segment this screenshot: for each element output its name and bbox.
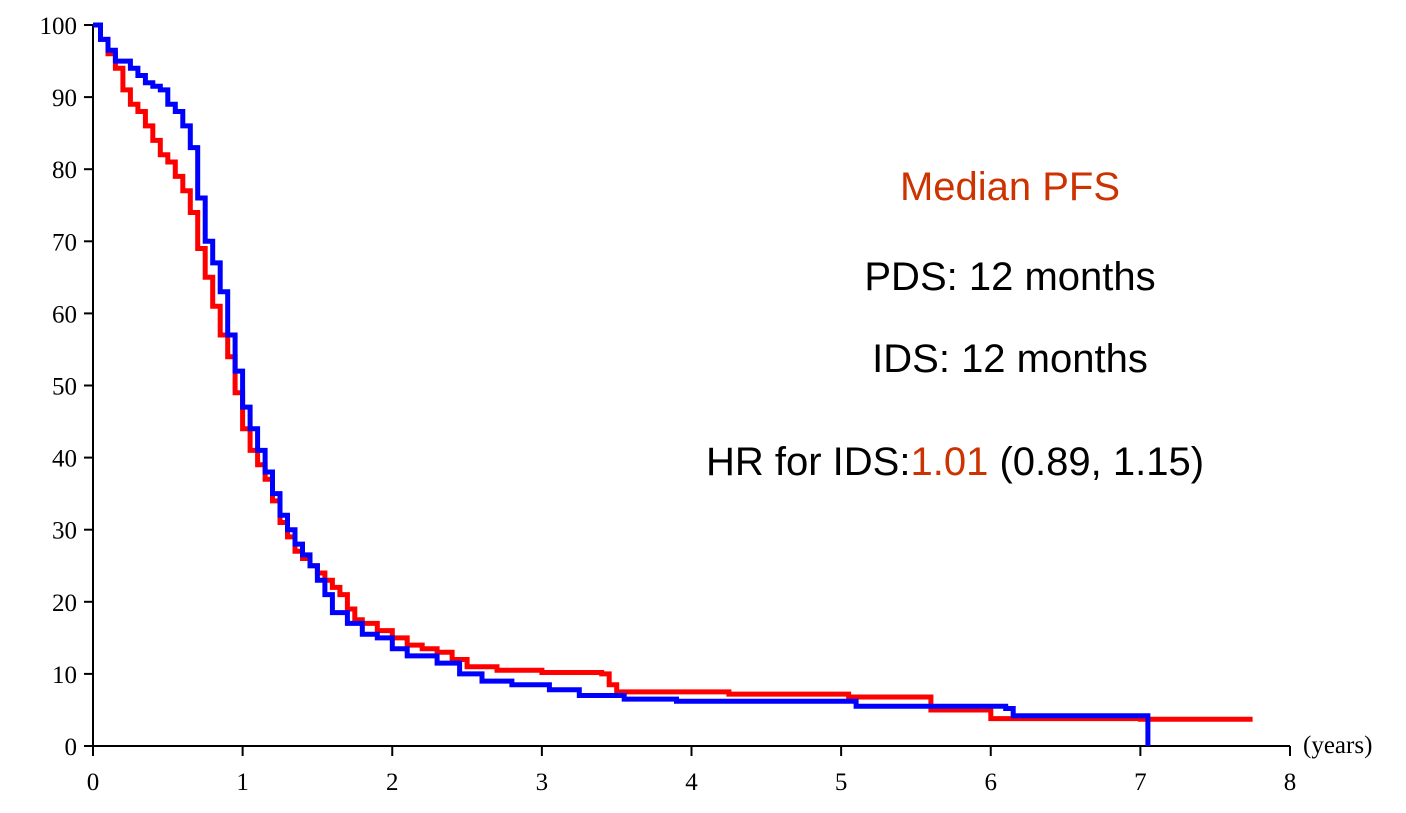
y-tick-label: 0 bbox=[65, 734, 78, 761]
y-tick-label: 80 bbox=[52, 157, 77, 184]
hazard-ratio-line: HR for IDS:1.01 (0.89, 1.15) bbox=[706, 440, 1204, 484]
pds-median-line: PDS: 12 months bbox=[864, 255, 1155, 299]
x-tick-label: 1 bbox=[236, 769, 249, 796]
x-tick-label: 7 bbox=[1134, 769, 1147, 796]
x-tick-label: 0 bbox=[87, 769, 100, 796]
x-tick-label: 6 bbox=[985, 769, 998, 796]
y-tick-label: 60 bbox=[52, 301, 77, 328]
axes bbox=[84, 24, 1291, 756]
y-tick-label: 90 bbox=[52, 85, 77, 112]
y-tick-label: 50 bbox=[52, 374, 77, 401]
annotation-block: Median PFS PDS: 12 months IDS: 12 months… bbox=[706, 165, 1204, 484]
y-tick-label: 70 bbox=[52, 229, 77, 256]
x-tick-label: 4 bbox=[685, 769, 698, 796]
x-axis-label: (years) bbox=[1303, 732, 1372, 759]
x-tick-label: 8 bbox=[1284, 769, 1297, 796]
survival-curves bbox=[93, 22, 1253, 746]
median-pfs-title: Median PFS bbox=[900, 165, 1120, 209]
y-tick-label: 20 bbox=[52, 590, 77, 617]
y-tick-label: 30 bbox=[52, 518, 77, 545]
x-tick-label: 5 bbox=[835, 769, 848, 796]
hr-ci: (0.89, 1.15) bbox=[988, 440, 1204, 484]
y-tick-label: 40 bbox=[52, 446, 77, 473]
x-tick-label: 2 bbox=[386, 769, 399, 796]
hr-value: 1.01 bbox=[910, 440, 988, 484]
tick-labels: 0 10 20 30 40 50 60 70 80 90 100 0 1 2 3 4 5 6 7 8 bbox=[40, 13, 1297, 796]
y-tick-label: 10 bbox=[52, 662, 77, 689]
y-tick-label: 100 bbox=[40, 13, 78, 40]
ids-median-line: IDS: 12 months bbox=[872, 337, 1148, 381]
x-tick-label: 3 bbox=[536, 769, 549, 796]
hr-prefix: HR for IDS: bbox=[706, 440, 910, 484]
blue-survival-curve bbox=[93, 22, 1151, 746]
